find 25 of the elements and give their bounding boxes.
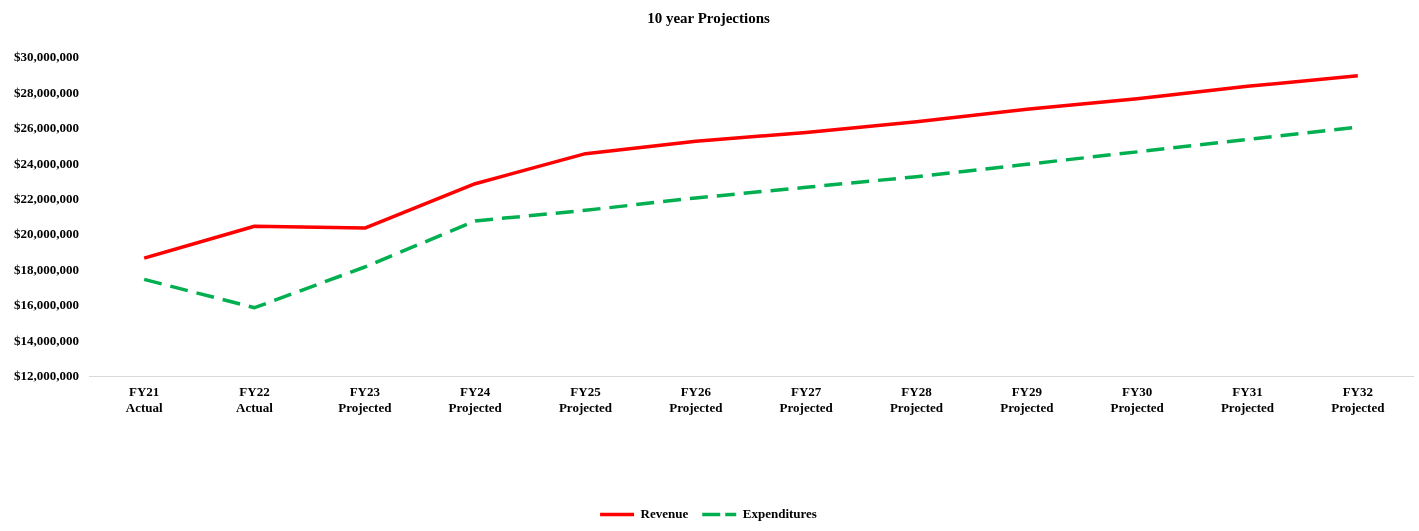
x-tick-label: FY30 Projected (1110, 383, 1165, 415)
legend-label: Revenue (640, 505, 689, 521)
x-tick-label: FY21 Actual (125, 383, 163, 415)
x-tick-label: FY24 Projected (448, 383, 503, 415)
x-tick-label: FY32 Projected (1331, 383, 1386, 415)
y-tick-label: $26,000,000 (14, 120, 79, 136)
y-tick-label: $28,000,000 (14, 84, 79, 100)
chart-title: 10 year Projections (647, 9, 771, 26)
legend-label: Expenditures (742, 505, 817, 521)
y-tick-label: $20,000,000 (14, 226, 79, 242)
y-tick-label: $12,000,000 (14, 368, 79, 384)
x-tick-label: FY26 Projected (669, 383, 724, 415)
x-tick-label: FY25 Projected (558, 383, 613, 415)
x-tick-label: FY23 Projected (338, 383, 393, 415)
x-tick-label: FY22 Actual (236, 383, 274, 415)
y-tick-label: $30,000,000 (14, 49, 79, 65)
y-tick-label: $16,000,000 (14, 297, 79, 313)
x-tick-label: FY29 Projected (1000, 383, 1055, 415)
y-tick-label: $14,000,000 (14, 332, 79, 348)
x-tick-label: FY31 Projected (1220, 383, 1275, 415)
y-tick-label: $18,000,000 (14, 261, 79, 277)
y-tick-label: $24,000,000 (14, 155, 79, 171)
x-tick-label: FY27 Projected (779, 383, 834, 415)
x-tick-label: FY28 Projected (889, 383, 944, 415)
y-tick-label: $22,000,000 (14, 191, 79, 207)
